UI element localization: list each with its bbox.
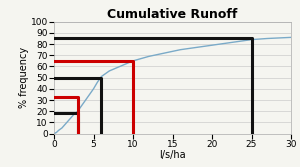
X-axis label: l/s/ha: l/s/ha (159, 150, 186, 160)
Title: Cumulative Runoff: Cumulative Runoff (107, 8, 238, 21)
Y-axis label: % frequency: % frequency (19, 47, 29, 108)
